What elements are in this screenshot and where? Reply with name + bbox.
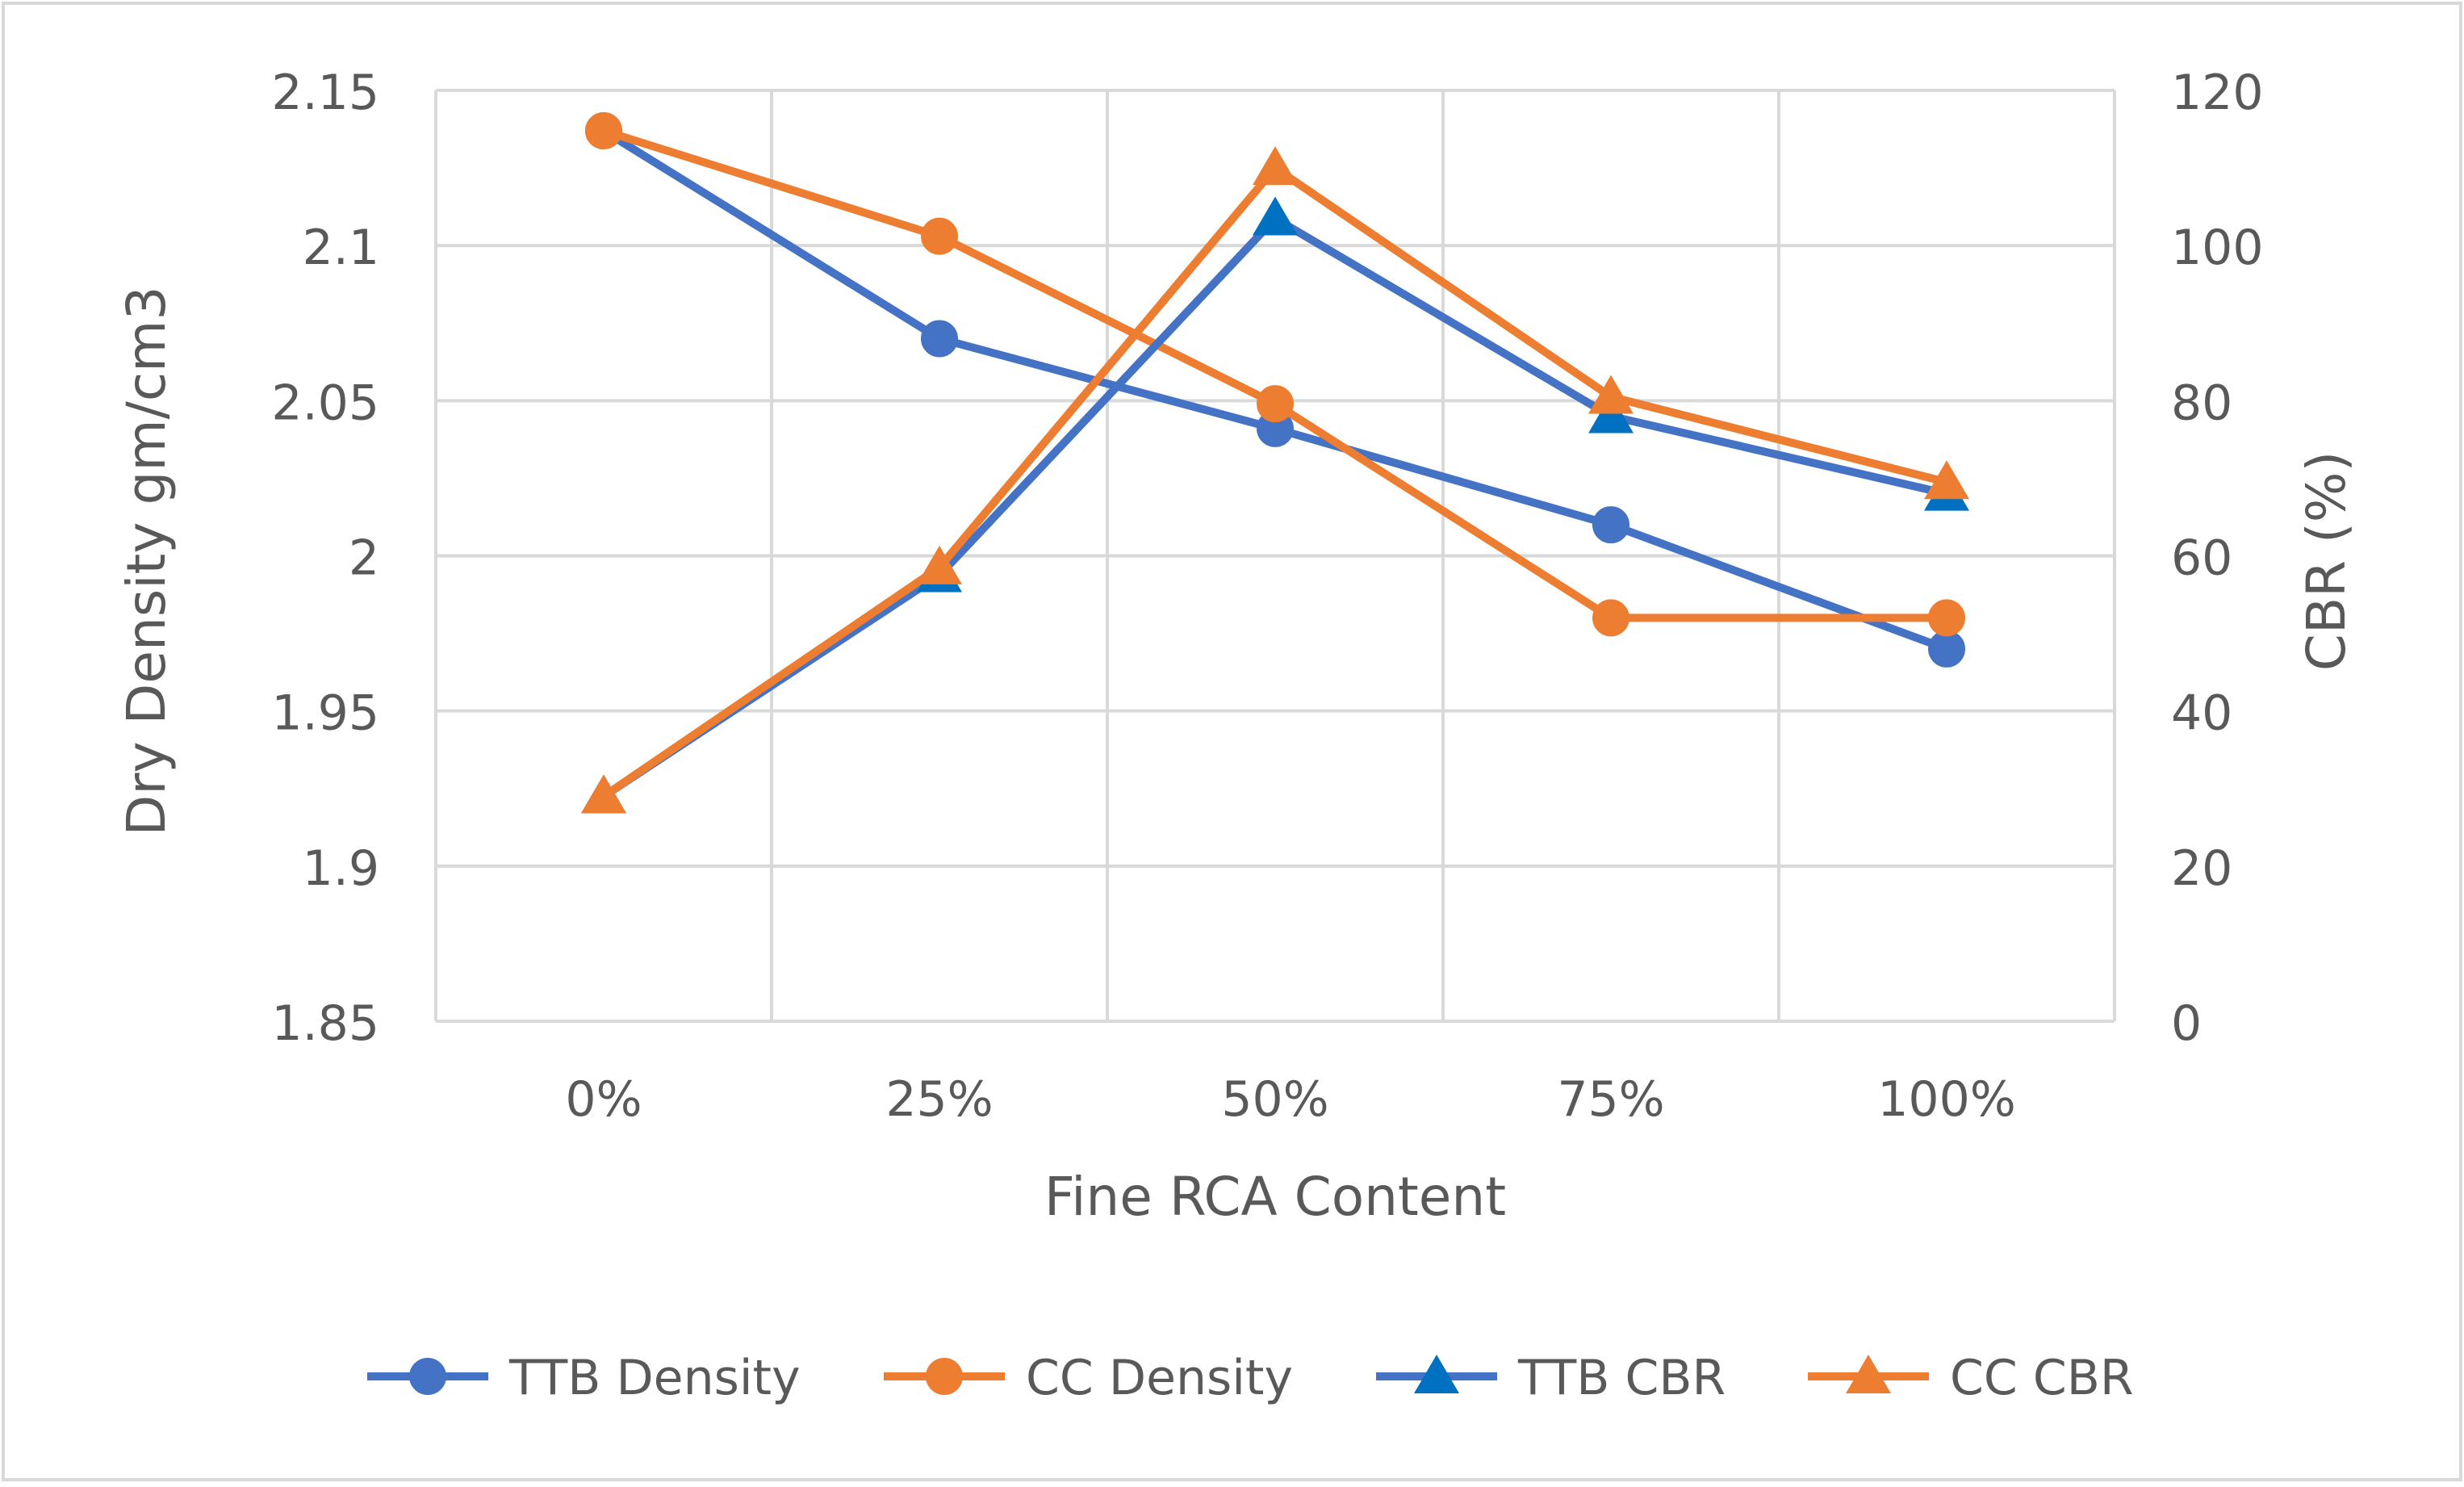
data-point xyxy=(921,320,958,358)
legend-marker xyxy=(1414,1355,1459,1393)
y-tick-label: 2 xyxy=(349,530,379,587)
y-axis-title: Dry Density gm/cm3 xyxy=(115,287,178,836)
data-point xyxy=(917,545,962,584)
data-point xyxy=(1592,599,1629,637)
series-layer xyxy=(581,111,1969,814)
y-tick-label: 2.1 xyxy=(303,220,379,276)
y2-tick-label: 100 xyxy=(2171,220,2264,276)
data-point xyxy=(1253,196,1298,236)
legend-label: TTB Density xyxy=(508,1350,801,1406)
data-point xyxy=(581,774,626,814)
data-point xyxy=(1257,385,1294,423)
legend-item: TTB Density xyxy=(367,1350,801,1406)
gridlines xyxy=(434,89,2116,1023)
y2-axis-title: CBR (%) xyxy=(2295,451,2357,671)
y-tick-label: 1.9 xyxy=(303,840,379,897)
data-point xyxy=(1592,506,1629,544)
legend-label: CC CBR xyxy=(1950,1350,2134,1406)
legend-marker xyxy=(409,1358,446,1395)
y-tick-label: 2.15 xyxy=(271,65,379,121)
y-tick-label: 1.85 xyxy=(271,995,379,1052)
data-point xyxy=(1253,146,1298,186)
data-point xyxy=(585,111,622,149)
y2-tick-label: 80 xyxy=(2171,375,2232,431)
series-cc-cbr xyxy=(581,146,1969,814)
x-tick-label: 25% xyxy=(885,1071,993,1128)
y2-tick-label: 120 xyxy=(2171,65,2264,121)
legend-marker xyxy=(926,1358,963,1395)
x-axis-title: Fine RCA Content xyxy=(1044,1166,1506,1228)
data-point xyxy=(1928,630,1965,668)
data-point xyxy=(1928,599,1965,637)
x-tick-label: 50% xyxy=(1221,1071,1328,1128)
data-point xyxy=(921,217,958,255)
legend: TTB Density CC Density TTB CBR CC CBR xyxy=(367,1350,2134,1406)
y2-tick-label: 60 xyxy=(2171,530,2232,587)
legend-label: CC Density xyxy=(1026,1350,1293,1406)
x-tick-label: 75% xyxy=(1557,1071,1664,1128)
data-point xyxy=(1588,375,1634,414)
series-cc-density xyxy=(585,111,1965,637)
y2-tick-label: 40 xyxy=(2171,685,2232,742)
legend-item: CC Density xyxy=(884,1350,1293,1406)
data-point xyxy=(1588,394,1634,434)
legend-item: CC CBR xyxy=(1808,1350,2134,1406)
y2-tick-label: 20 xyxy=(2171,840,2232,897)
legend-item: TTB CBR xyxy=(1376,1350,1726,1406)
legend-marker xyxy=(1846,1355,1891,1393)
y-tick-label: 1.95 xyxy=(271,685,379,742)
x-tick-label: 0% xyxy=(565,1071,642,1128)
data-point xyxy=(1924,460,1969,500)
y-tick-label: 2.05 xyxy=(271,375,379,431)
axes: 1.85 1.9 1.95 2 2.05 2.1 2.15 0 20 40 60 80 100 120 0%… xyxy=(271,65,2263,1128)
legend-label: TTB CBR xyxy=(1517,1350,1726,1406)
x-tick-label: 100% xyxy=(1877,1071,2016,1128)
y2-tick-label: 0 xyxy=(2171,995,2202,1052)
